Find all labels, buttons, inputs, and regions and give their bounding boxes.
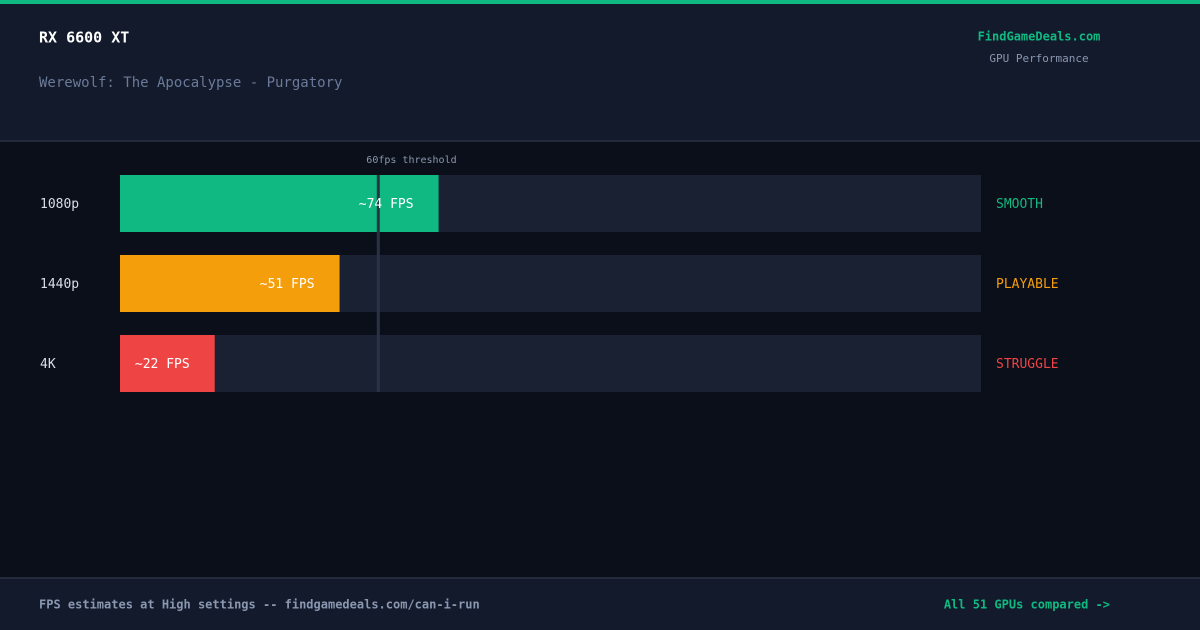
- footer-bg: [0, 578, 1200, 630]
- footer-link[interactable]: All 51 GPUs compared ->: [944, 598, 1110, 612]
- header-border: [0, 140, 1200, 142]
- title: RX 6600 XT: [39, 29, 129, 47]
- value-label: ~74 FPS: [359, 197, 414, 212]
- rating-label: PLAYABLE: [996, 277, 1059, 292]
- footer-note: FPS estimates at High settings -- findga…: [39, 598, 480, 612]
- brand: FindGameDeals.com: [978, 30, 1101, 44]
- footer-border: [0, 577, 1200, 579]
- top-accent: [0, 0, 1200, 4]
- value-label: ~51 FPS: [260, 277, 315, 292]
- category-label: 1080p: [40, 197, 79, 212]
- category-label: 4K: [40, 357, 56, 372]
- brand-subtitle: GPU Performance: [989, 52, 1088, 65]
- bar: [120, 255, 340, 312]
- header-bg: [0, 0, 1200, 140]
- rating-label: STRUGGLE: [996, 357, 1059, 372]
- category-label: 1440p: [40, 277, 79, 292]
- value-label: ~22 FPS: [135, 357, 190, 372]
- rating-label: SMOOTH: [996, 197, 1043, 212]
- bar: [120, 335, 215, 392]
- threshold-label: 60fps threshold: [366, 155, 456, 166]
- subtitle: Werewolf: The Apocalypse - Purgatory: [39, 75, 342, 91]
- bar-track: [120, 335, 981, 392]
- bar: [120, 175, 439, 232]
